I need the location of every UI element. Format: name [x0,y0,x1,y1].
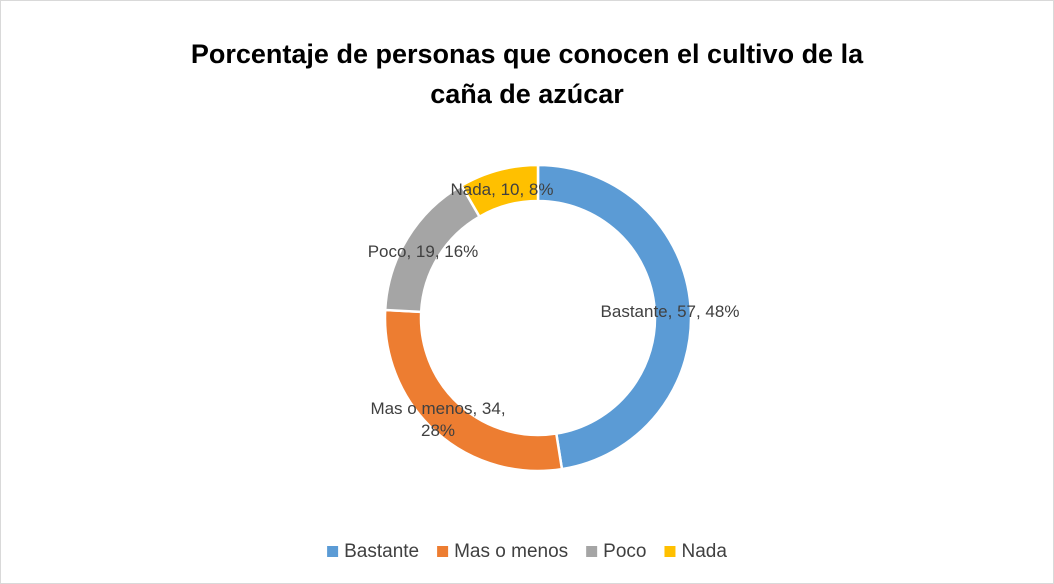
data-label: Bastante, 57, 48% [600,302,740,321]
data-label: Poco, 19, 16% [367,242,479,261]
legend-swatch [586,546,598,557]
donut-segment [459,163,540,219]
legend-swatch [664,546,676,557]
donut-segment [536,163,693,471]
legend-swatch [437,546,449,557]
data-label: Nada, 10, 8% [450,180,554,199]
chart-title: Porcentaje de personas que conocen el cu… [190,39,864,109]
legend-label: Mas o menos [454,541,568,562]
legend-label: Bastante [344,541,419,562]
legend-label: Poco [603,541,646,562]
legend-label: Nada [681,541,727,562]
data-label: Mas o menos, 34, 28% [370,399,506,440]
legend-swatch [327,546,339,557]
